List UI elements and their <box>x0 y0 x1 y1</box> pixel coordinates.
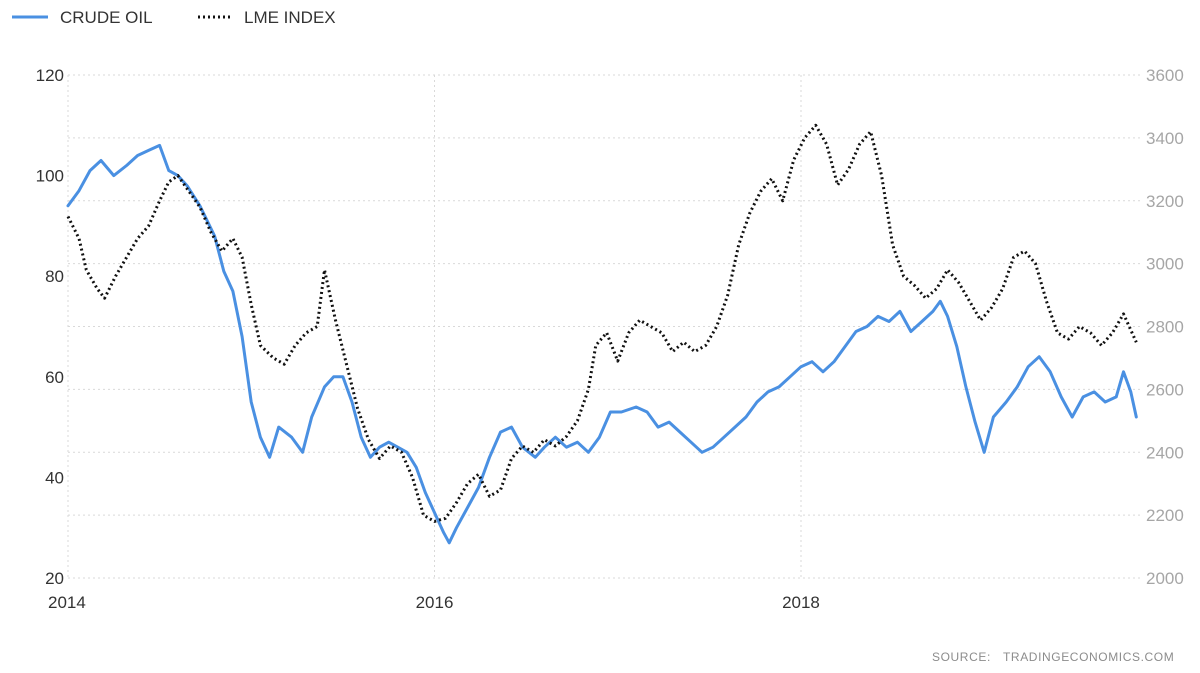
series-line-crude-oil <box>66 143 1138 545</box>
y-right-tick-label: 2800 <box>1146 318 1184 337</box>
plot-area <box>66 123 1138 545</box>
left-axis: 20 40 60 80 100 120 <box>36 66 64 588</box>
y-left-tick-label: 80 <box>45 267 64 286</box>
x-tick-label: 2016 <box>416 593 454 612</box>
y-right-tick-label: 3400 <box>1146 129 1184 148</box>
legend-label-lme-index: LME INDEX <box>244 8 336 27</box>
series-line-lme-index <box>66 123 1138 523</box>
y-left-tick-label: 40 <box>45 468 64 487</box>
y-right-tick-label: 3600 <box>1146 66 1184 85</box>
y-right-tick-label: 2400 <box>1146 443 1184 462</box>
y-right-tick-label: 2200 <box>1146 506 1184 525</box>
y-right-tick-label: 3000 <box>1146 255 1184 274</box>
y-right-tick-label: 2000 <box>1146 569 1184 588</box>
x-tick-label: 2018 <box>782 593 820 612</box>
right-axis: 2000 2200 2400 2600 2800 3000 3200 3400 3600 <box>1146 66 1184 588</box>
y-left-tick-label: 20 <box>45 569 64 588</box>
y-left-tick-label: 100 <box>36 167 64 186</box>
y-right-tick-label: 3200 <box>1146 192 1184 211</box>
grid <box>67 74 1140 579</box>
legend-label-crude-oil: CRUDE OIL <box>60 8 153 27</box>
y-left-tick-label: 60 <box>45 368 64 387</box>
source-value: TRADINGECONOMICS.COM <box>1003 650 1174 664</box>
source-label: SOURCE: <box>932 650 991 664</box>
y-left-tick-label: 120 <box>36 66 64 85</box>
x-axis: 2014 2016 2018 <box>48 593 820 612</box>
y-right-tick-label: 2600 <box>1146 380 1184 399</box>
legend: CRUDE OIL LME INDEX <box>12 8 336 27</box>
x-tick-label: 2014 <box>48 593 86 612</box>
